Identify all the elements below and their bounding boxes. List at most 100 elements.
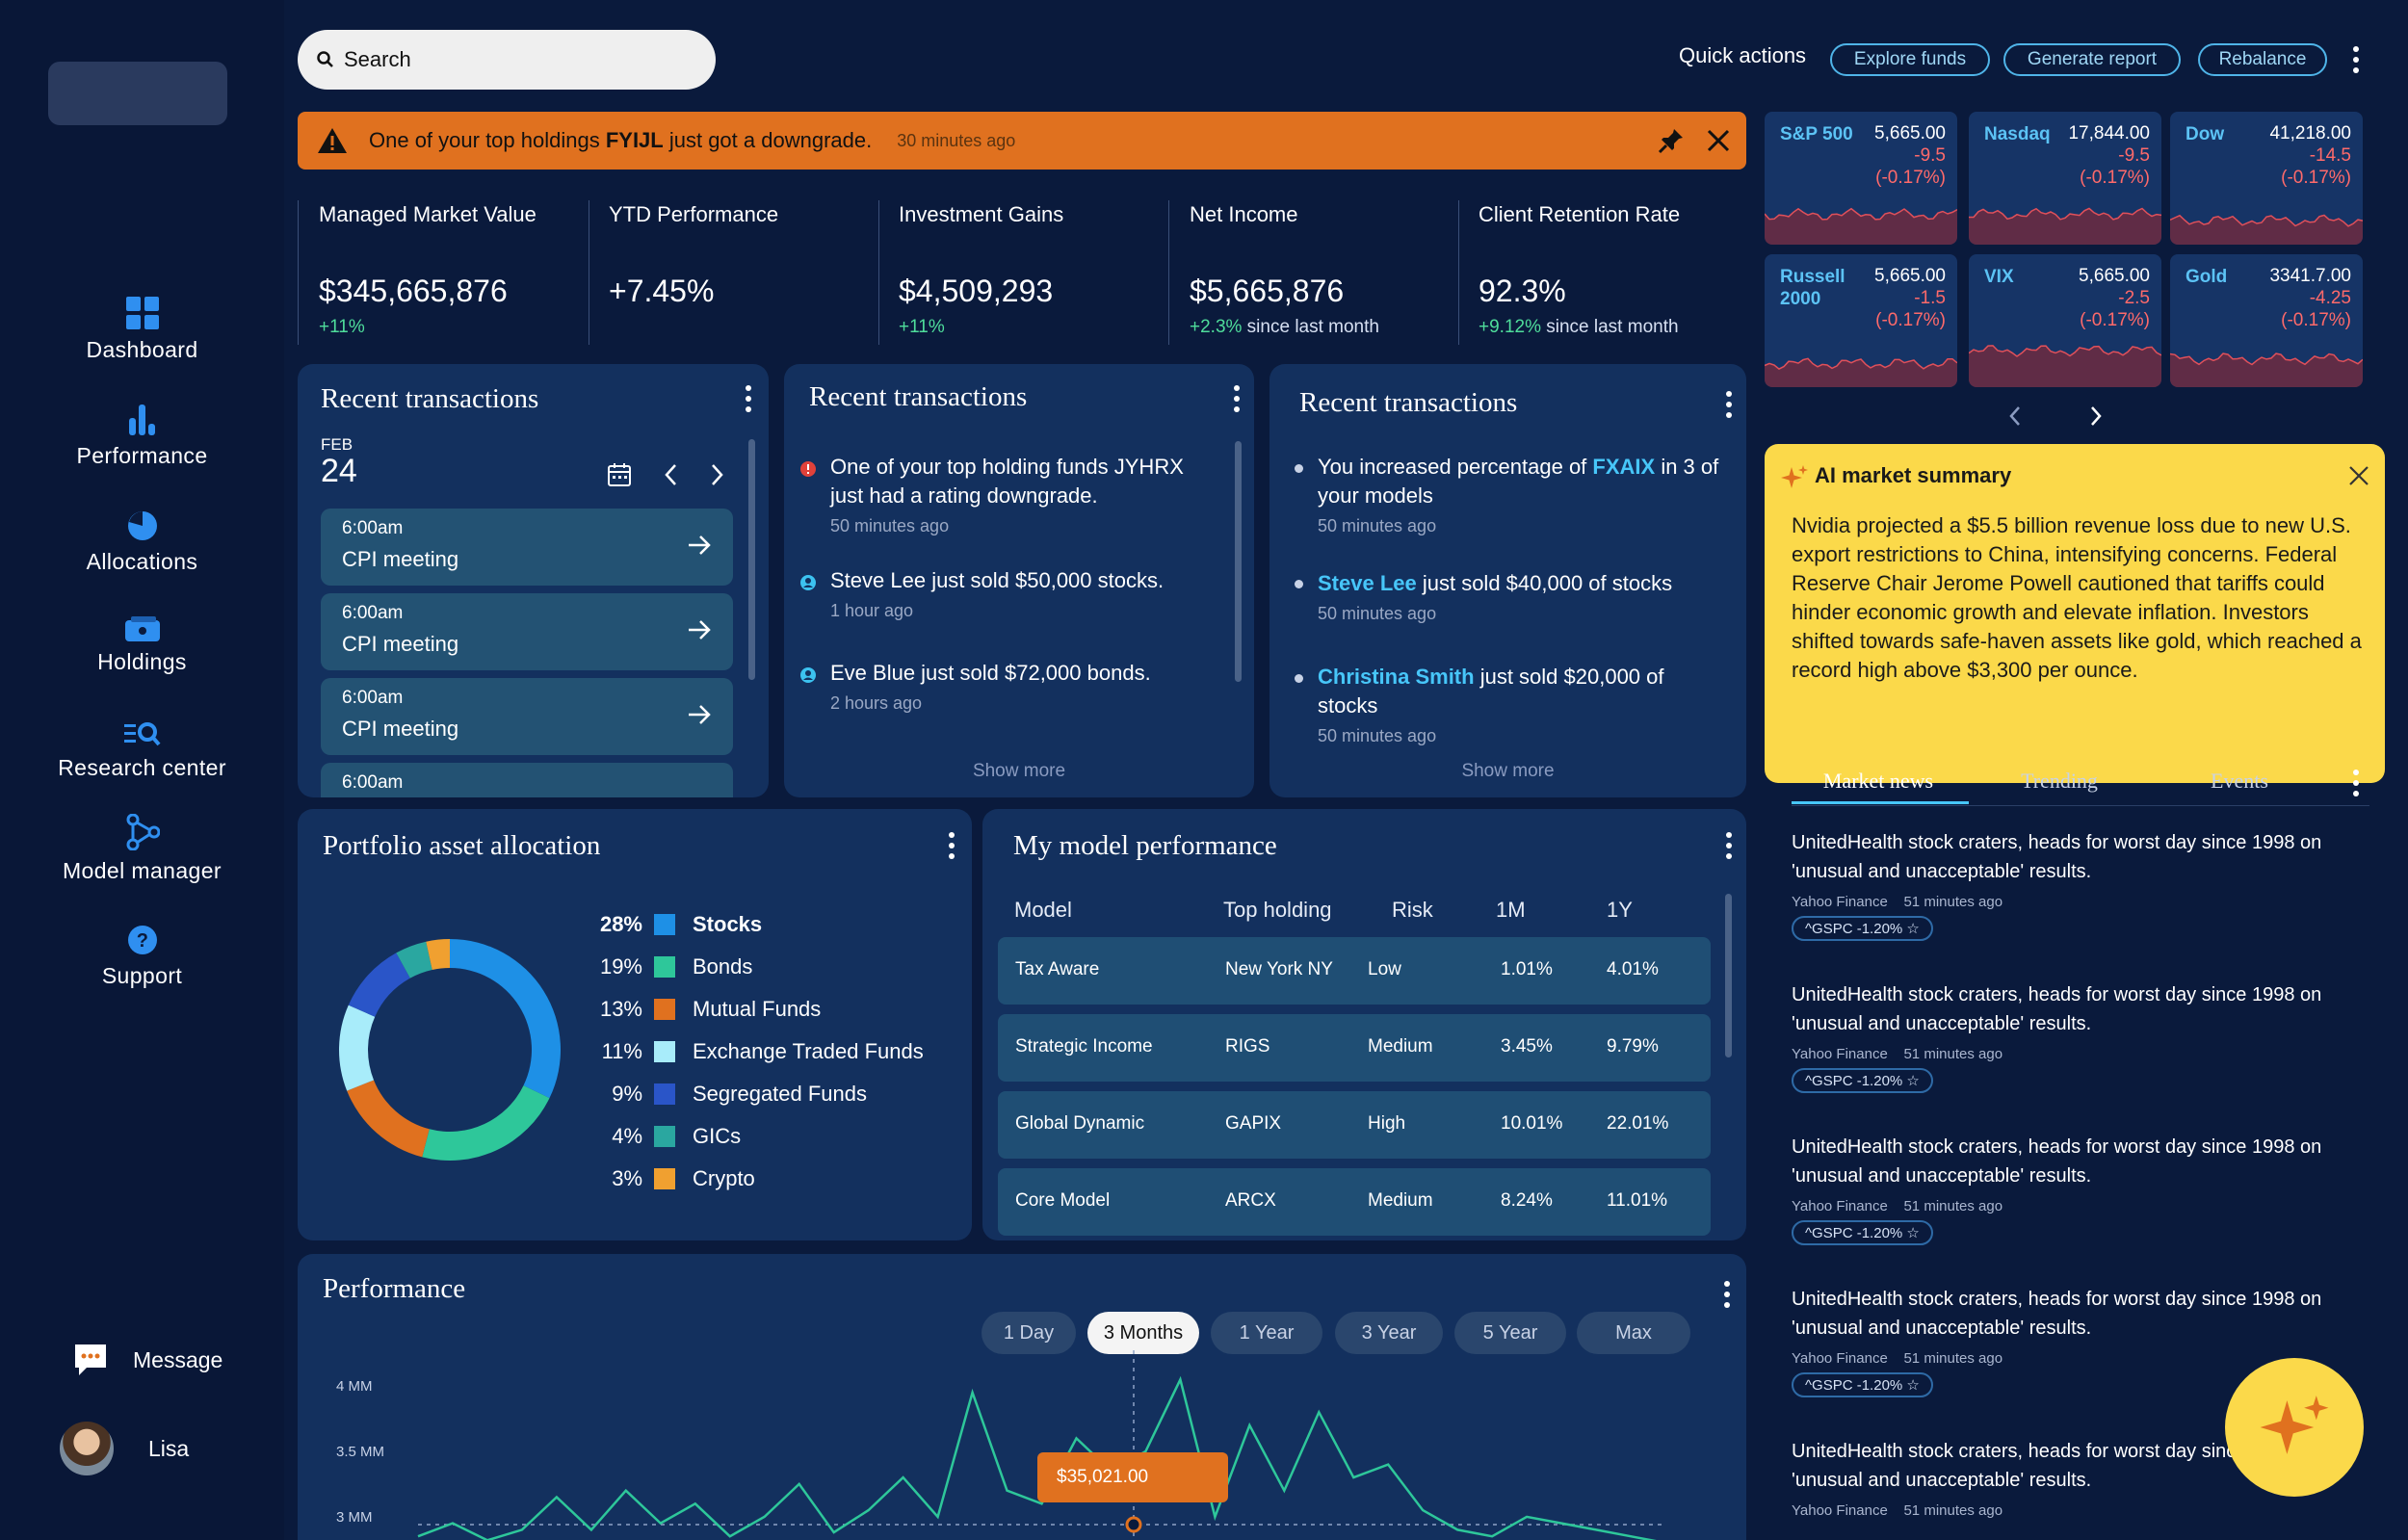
close-icon[interactable]	[1706, 128, 1731, 153]
feed-item[interactable]: Christina Smith just sold $20,000 of sto…	[1318, 663, 1722, 746]
more-menu-icon[interactable]	[1725, 832, 1733, 864]
ticker-card[interactable]: S&P 500 5,665.00 -9.5 (-0.17%)	[1765, 112, 1957, 245]
hover-point[interactable]	[1125, 1516, 1142, 1533]
chevron-left-icon[interactable]	[2007, 405, 2023, 428]
scrollbar[interactable]	[748, 439, 755, 680]
ticker-sparkline	[2170, 352, 2363, 387]
calendar-event[interactable]: 6:00am CPI meeting	[321, 678, 733, 755]
ticker-sparkline	[1969, 345, 2161, 387]
tab-trending[interactable]: Trending	[1973, 769, 2146, 794]
pin-icon[interactable]	[1658, 127, 1685, 154]
table-row[interactable]: Tax Aware New York NY Low 1.01% 4.01%	[998, 937, 1711, 1005]
ticker-value: 3341.7.00	[2269, 266, 2351, 286]
feed-item[interactable]: You increased percentage of FXAIX in 3 o…	[1318, 453, 1722, 536]
table-row[interactable]: Global Dynamic GAPIX High 10.01% 22.01%	[998, 1091, 1711, 1159]
close-icon[interactable]	[2348, 465, 2369, 486]
explore-funds-button[interactable]: Explore funds	[1830, 43, 1990, 76]
more-menu-icon[interactable]	[2352, 46, 2360, 78]
show-more-link[interactable]: Show more	[1461, 761, 1555, 781]
more-menu-icon[interactable]	[2352, 770, 2360, 801]
column-header-model[interactable]: Model	[1014, 898, 1072, 922]
scrollbar[interactable]	[1235, 441, 1242, 682]
search-input[interactable]: Search	[298, 30, 716, 90]
sidebar-item-support[interactable]: ? Support	[0, 925, 284, 989]
performance-line-chart: 4 MM 3.5 MM 3 MM	[336, 1350, 1665, 1540]
generate-report-button[interactable]: Generate report	[2003, 43, 2181, 76]
ticker-card[interactable]: Dow 41,218.00 -14.5 (-0.17%)	[2170, 112, 2363, 245]
calendar-icon[interactable]	[607, 462, 632, 487]
sidebar-item-performance[interactable]: Performance	[0, 405, 284, 469]
sidebar-item-dashboard[interactable]: Dashboard	[0, 297, 284, 363]
ticker-tag[interactable]: ^GSPC -1.20% ☆	[1792, 1372, 1933, 1397]
chevron-right-icon[interactable]	[2088, 405, 2104, 428]
message-button[interactable]: Message	[71, 1341, 264, 1379]
donut-slice-exchange-traded-funds[interactable]	[339, 1005, 376, 1091]
ticker-card[interactable]: VIX 5,665.00 -2.5 (-0.17%)	[1969, 254, 2161, 387]
ticker-card[interactable]: Gold 3341.7.00 -4.25 (-0.17%)	[2170, 254, 2363, 387]
chevron-left-icon[interactable]	[663, 462, 678, 487]
tab-market-news[interactable]: Market news	[1792, 769, 1965, 794]
more-menu-icon[interactable]	[948, 832, 955, 864]
table-row[interactable]: Core Model ARCX Medium 8.24% 11.01%	[998, 1168, 1711, 1236]
feed-item[interactable]: Steve Lee just sold $50,000 stocks. 1 ho…	[830, 566, 1216, 621]
column-header-top-holding[interactable]: Top holding	[1223, 898, 1332, 922]
donut-slice-mutual-funds[interactable]	[347, 1080, 430, 1158]
donut-slice-stocks[interactable]	[450, 939, 561, 1099]
calendar-event[interactable]: 6:00am CPI meeting	[321, 593, 733, 670]
news-item[interactable]: UnitedHealth stock craters, heads for wo…	[1792, 1437, 2350, 1519]
news-item[interactable]: UnitedHealth stock craters, heads for wo…	[1792, 1133, 2350, 1245]
donut-slice-crypto[interactable]	[426, 939, 450, 970]
star-icon[interactable]: ☆	[1906, 921, 1920, 937]
ticker-tag[interactable]: ^GSPC -1.20% ☆	[1792, 916, 1933, 941]
ticker-card[interactable]: Russell 2000 5,665.00 -1.5 (-0.17%)	[1765, 254, 1957, 387]
rebalance-button[interactable]: Rebalance	[2198, 43, 2327, 76]
range-max[interactable]: Max	[1577, 1312, 1690, 1354]
donut-slice-gics[interactable]	[396, 941, 432, 979]
range-1-day[interactable]: 1 Day	[982, 1312, 1076, 1354]
donut-slice-segregated-funds[interactable]	[348, 953, 410, 1017]
feed-item[interactable]: One of your top holding funds JYHRX just…	[830, 453, 1216, 536]
star-icon[interactable]: ☆	[1906, 1073, 1920, 1089]
ticker-tag-label: ^GSPC -1.20%	[1805, 921, 1903, 937]
ticker-card[interactable]: Nasdaq 17,844.00 -9.5 (-0.17%)	[1969, 112, 2161, 245]
legend-label: GICs	[693, 1124, 742, 1148]
show-more-link[interactable]: Show more	[972, 761, 1066, 781]
feed-item[interactable]: Eve Blue just sold $72,000 bonds. 2 hour…	[830, 659, 1216, 714]
sidebar-item-research-center[interactable]: Research center	[0, 720, 284, 781]
sidebar-item-model-manager[interactable]: Model manager	[0, 814, 284, 884]
donut-slice-bonds[interactable]	[422, 1085, 550, 1161]
sidebar-item-holdings[interactable]: Holdings	[0, 616, 284, 675]
news-item[interactable]: UnitedHealth stock craters, heads for wo…	[1792, 980, 2350, 1093]
feed-item[interactable]: Steve Lee just sold $40,000 of stocks 50…	[1318, 569, 1722, 624]
news-item[interactable]: UnitedHealth stock craters, heads for wo…	[1792, 828, 2350, 941]
sidebar-item-allocations[interactable]: Allocations	[0, 510, 284, 575]
range-1-year[interactable]: 1 Year	[1211, 1312, 1322, 1354]
column-header-1m[interactable]: 1M	[1496, 898, 1526, 922]
arrow-right-icon	[689, 705, 711, 724]
user-profile[interactable]: Lisa	[60, 1422, 252, 1475]
calendar-event[interactable]: 6:00am CPI meeting	[321, 509, 733, 586]
more-menu-icon[interactable]	[1723, 1281, 1731, 1313]
news-item[interactable]: UnitedHealth stock craters, heads for wo…	[1792, 1285, 2350, 1397]
ticker-tag[interactable]: ^GSPC -1.20% ☆	[1792, 1220, 1933, 1245]
legend-percent: 9%	[612, 1082, 642, 1106]
tab-events[interactable]: Events	[2153, 769, 2326, 794]
ticker-tag[interactable]: ^GSPC -1.20% ☆	[1792, 1068, 1933, 1093]
chevron-right-icon[interactable]	[710, 462, 725, 487]
range-3-year[interactable]: 3 Year	[1335, 1312, 1443, 1354]
column-header-risk[interactable]: Risk	[1392, 898, 1433, 922]
star-icon[interactable]: ☆	[1906, 1225, 1920, 1241]
range-3-months[interactable]: 3 Months	[1087, 1312, 1199, 1354]
more-menu-icon[interactable]	[1233, 385, 1241, 417]
ticker-name: Gold	[2186, 267, 2228, 287]
column-header-1y[interactable]: 1Y	[1607, 898, 1633, 922]
scrollbar[interactable]	[1725, 894, 1732, 1057]
star-icon[interactable]: ☆	[1906, 1377, 1920, 1394]
range-5-year[interactable]: 5 Year	[1454, 1312, 1566, 1354]
sparkline-area	[1765, 358, 1957, 387]
calendar-event[interactable]: 6:00am	[321, 763, 733, 797]
table-row[interactable]: Strategic Income RIGS Medium 3.45% 9.79%	[998, 1014, 1711, 1082]
more-menu-icon[interactable]	[1725, 391, 1733, 423]
more-menu-icon[interactable]	[745, 385, 752, 417]
ai-assistant-button[interactable]	[2225, 1358, 2364, 1497]
